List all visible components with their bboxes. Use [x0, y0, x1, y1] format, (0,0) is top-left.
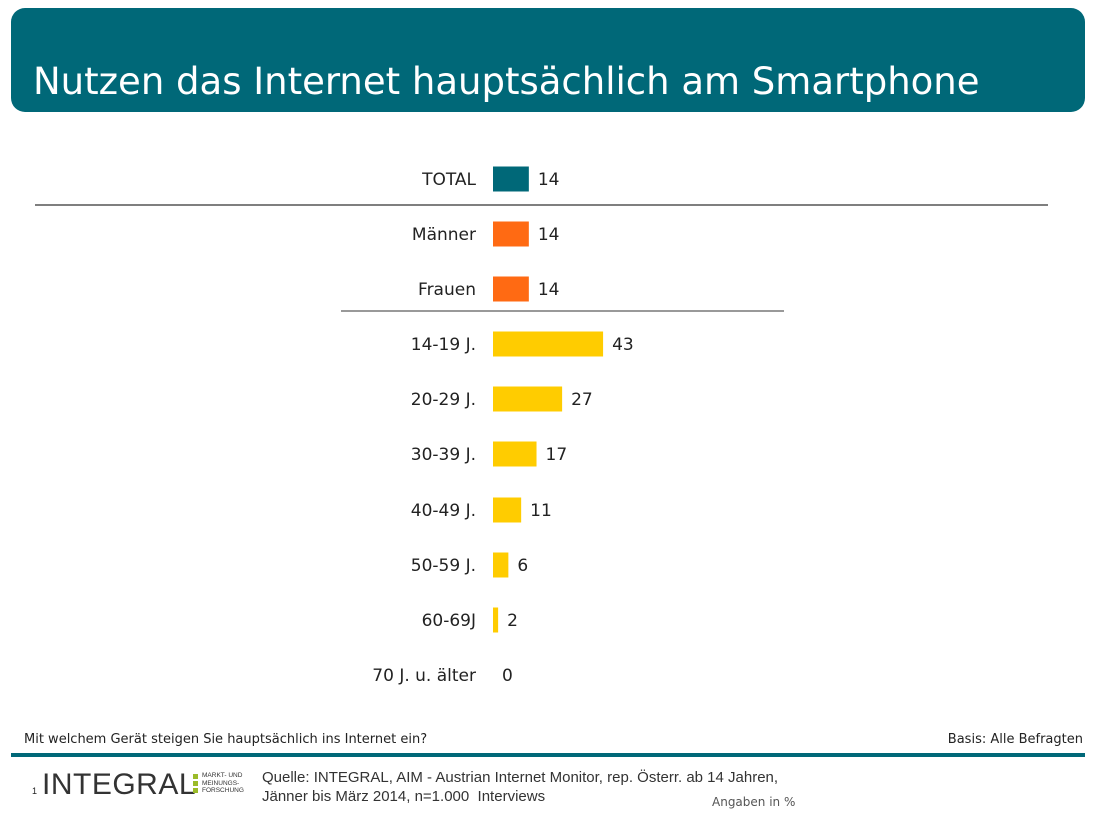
bar-30-39-j: [493, 441, 537, 467]
category-label-männer: Männer: [412, 225, 476, 245]
units-note: Angaben in %: [712, 795, 796, 809]
bar-40-49-j: [493, 497, 522, 523]
basis-note: Basis: Alle Befragten: [947, 732, 1083, 747]
category-label-total: TOTAL: [421, 170, 476, 190]
value-label-14-19-j: 43: [612, 335, 634, 355]
survey-question: Mit welchem Gerät steigen Sie hauptsächl…: [24, 732, 428, 747]
bar-50-59-j: [493, 552, 509, 578]
bar-60-69j: [493, 607, 499, 633]
category-label-20-29-j: 20-29 J.: [411, 390, 476, 410]
category-label-frauen: Frauen: [418, 280, 476, 300]
value-label-50-59-j: 6: [517, 556, 528, 576]
value-label-20-29-j: 27: [571, 390, 593, 410]
integral-logo: INTEGRAL: [42, 768, 197, 801]
bar-frauen: [493, 276, 529, 302]
source-note: Quelle: INTEGRAL, AIM - Austrian Interne…: [262, 769, 779, 805]
value-label-70-j-u-älter: 0: [502, 666, 513, 686]
title-bar: Nutzen das Internet hauptsächlich am Sma…: [11, 8, 1085, 112]
footer-rule: [11, 753, 1085, 757]
value-label-total: 14: [538, 170, 560, 190]
bar-männer: [493, 221, 529, 247]
category-label-14-19-j: 14-19 J.: [411, 335, 476, 355]
category-label-30-39-j: 30-39 J.: [411, 445, 476, 465]
value-label-männer: 14: [538, 225, 560, 245]
category-label-50-59-j: 50-59 J.: [411, 556, 476, 576]
bar-14-19-j: [493, 331, 604, 357]
value-label-30-39-j: 17: [546, 445, 568, 465]
value-label-40-49-j: 11: [530, 501, 552, 521]
value-label-frauen: 14: [538, 280, 560, 300]
category-label-40-49-j: 40-49 J.: [411, 501, 476, 521]
logo-dots-icon: [193, 774, 198, 795]
bar-20-29-j: [493, 386, 563, 412]
page-title: Nutzen das Internet hauptsächlich am Sma…: [33, 60, 980, 103]
category-label-70-j-u-älter: 70 J. u. älter: [372, 666, 476, 686]
category-label-60-69j: 60-69J: [422, 611, 476, 631]
value-label-60-69j: 2: [507, 611, 518, 631]
bar-total: [493, 166, 529, 192]
page-number: 1: [32, 786, 38, 796]
logo-tagline: MARKT- UND MEINUNGS- FORSCHUNG: [202, 772, 244, 794]
